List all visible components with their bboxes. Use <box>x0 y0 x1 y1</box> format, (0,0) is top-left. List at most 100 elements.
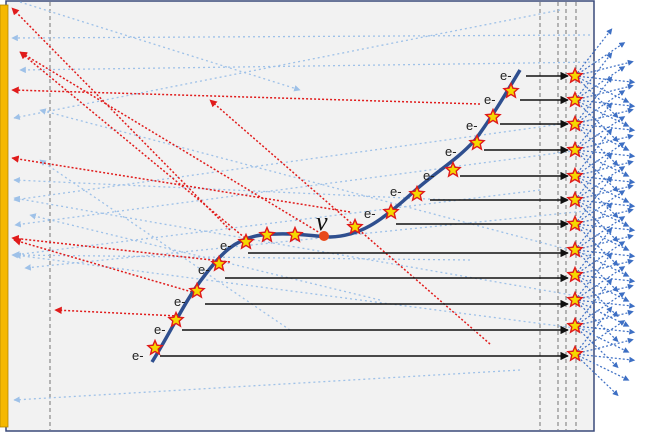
outgoing-ray-46 <box>574 249 636 259</box>
star-12 <box>566 344 584 362</box>
star-17 <box>408 184 426 202</box>
outgoing-ray-3 <box>574 59 634 77</box>
detector-volume <box>5 0 595 432</box>
outgoing-ray-14 <box>574 89 626 125</box>
outgoing-ray-19 <box>574 102 613 151</box>
electron-labels: e-e-e-e-e-e-e-e-e-e-e-e- <box>132 68 512 363</box>
outgoing-ray-71 <box>574 353 630 381</box>
electron-label-7: e- <box>364 206 376 221</box>
outgoing-ray-30 <box>574 175 619 219</box>
star-14 <box>484 107 502 125</box>
star-11 <box>566 316 584 334</box>
star-16 <box>444 160 462 178</box>
star-13 <box>502 81 520 99</box>
star-26 <box>146 338 164 356</box>
star-7 <box>566 214 584 232</box>
outgoing-ray-28 <box>574 175 636 185</box>
outgoing-ray-61 <box>574 278 613 327</box>
outgoing-ray-37 <box>574 176 613 225</box>
scattered-ray-7 <box>24 209 597 271</box>
outgoing-ray-68 <box>574 319 626 355</box>
outgoing-ray-57 <box>574 283 634 301</box>
outgoing-ray-56 <box>574 265 626 301</box>
outgoing-ray-44 <box>574 215 626 251</box>
outgoing-ray-9 <box>574 83 634 101</box>
star-2 <box>566 90 584 108</box>
outgoing-ray-6 <box>574 75 619 119</box>
star-18 <box>382 202 400 220</box>
outgoing-ray-27 <box>574 159 634 177</box>
scattered-ray-12 <box>13 195 601 301</box>
outgoing-ray-63 <box>574 309 634 327</box>
star-5 <box>566 166 584 184</box>
electron-label-5: e- <box>423 168 435 183</box>
star-22 <box>237 232 255 250</box>
outgoing-light-rays <box>574 28 636 397</box>
electron-label-10: e- <box>174 294 186 309</box>
outgoing-ray-58 <box>574 299 636 309</box>
electron-label-4: e- <box>445 144 457 159</box>
star-4 <box>566 140 584 158</box>
scattered-ray-2 <box>11 34 591 42</box>
star-23 <box>210 254 228 272</box>
backward-ray-6 <box>11 235 231 263</box>
outgoing-ray-7 <box>574 52 613 101</box>
star-15 <box>468 133 486 151</box>
outgoing-ray-51 <box>574 258 634 276</box>
electron-label-1: e- <box>500 68 512 83</box>
electron-arrows <box>160 71 569 361</box>
electron-label-2: e- <box>484 92 496 107</box>
detector-plate <box>0 4 9 428</box>
star-10 <box>566 290 584 308</box>
outgoing-ray-8 <box>574 65 626 101</box>
outgoing-ray-39 <box>574 207 634 225</box>
outgoing-ray-49 <box>574 227 613 276</box>
outgoing-ray-66 <box>574 325 619 369</box>
electron-label-6: e- <box>390 184 402 199</box>
neutrino-label: ν <box>316 207 328 236</box>
outgoing-ray-36 <box>574 199 619 243</box>
backward-ray-5 <box>19 51 326 237</box>
outgoing-ray-2 <box>574 41 626 77</box>
backward-ray-7 <box>13 238 193 293</box>
outgoing-ray-21 <box>574 133 634 151</box>
scattered-ray-10 <box>29 213 381 301</box>
electron-label-3: e- <box>466 118 478 133</box>
outgoing-ray-12 <box>574 99 619 143</box>
outgoing-ray-38 <box>574 189 626 225</box>
outgoing-ray-60 <box>574 299 619 343</box>
outgoing-ray-65 <box>574 325 630 353</box>
backward-ray-8 <box>54 306 179 317</box>
scattered-ray-13 <box>14 252 591 331</box>
scattered-ray-1 <box>19 1 301 92</box>
backward-ray-2 <box>19 51 246 239</box>
star-24 <box>188 281 206 299</box>
outgoing-ray-13 <box>574 76 613 125</box>
emission-stars <box>146 66 584 362</box>
star-9 <box>566 265 584 283</box>
outgoing-ray-24 <box>574 149 619 193</box>
outgoing-ray-32 <box>574 165 626 201</box>
star-3 <box>566 114 584 132</box>
scattered-ray-11 <box>39 159 291 331</box>
star-8 <box>566 240 584 258</box>
star-25 <box>167 310 185 328</box>
outgoing-ray-45 <box>574 233 634 251</box>
electron-label-11: e- <box>154 322 166 337</box>
electron-label-8: e- <box>220 238 232 253</box>
outgoing-ray-40 <box>574 223 636 233</box>
outgoing-ray-50 <box>574 240 626 276</box>
outgoing-ray-33 <box>574 183 634 201</box>
outgoing-ray-22 <box>574 149 636 159</box>
outgoing-ray-1 <box>574 28 613 77</box>
outgoing-ray-72 <box>574 353 619 397</box>
outgoing-ray-20 <box>574 115 626 151</box>
outgoing-ray-26 <box>574 141 626 177</box>
outgoing-ray-52 <box>574 274 636 284</box>
star-19 <box>346 217 364 235</box>
outgoing-ray-67 <box>574 306 613 355</box>
outgoing-ray-15 <box>574 107 634 125</box>
star-6 <box>566 190 584 208</box>
outgoing-ray-62 <box>574 291 626 327</box>
